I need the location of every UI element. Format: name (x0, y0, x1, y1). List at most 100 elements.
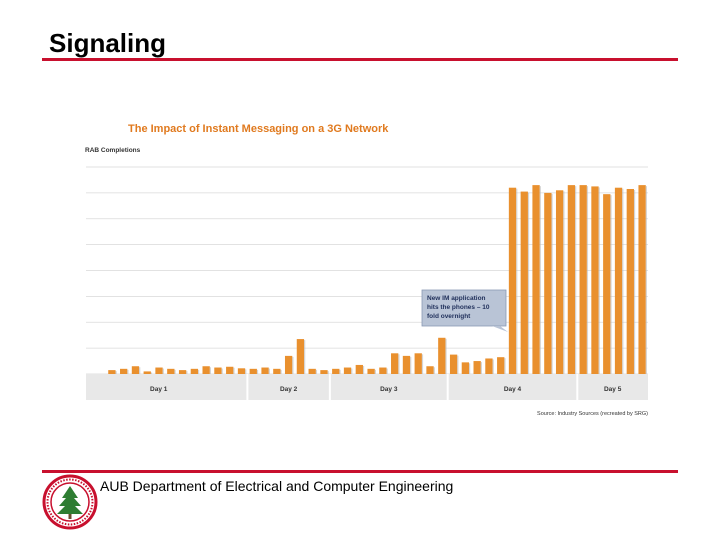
bar-shadow (268, 368, 270, 374)
day-label: Day 4 (504, 386, 522, 393)
bar-shadow (339, 369, 341, 374)
bar-shadow (209, 367, 212, 374)
bar (308, 368, 316, 374)
day-label: Day 1 (150, 386, 168, 393)
bar (131, 366, 140, 374)
day-label: Day 5 (604, 386, 622, 393)
footer-divider (42, 470, 678, 473)
im-impact-chart: The Impact of Instant Messaging on a 3G … (85, 123, 648, 417)
bar-shadow (315, 369, 318, 374)
bar-shadow (421, 354, 424, 374)
day-axis-band (86, 374, 648, 400)
y-axis-label: RAB Completions (85, 147, 141, 154)
bar (449, 354, 458, 374)
bar (190, 368, 199, 374)
gridlines (86, 166, 648, 375)
bar-shadow (198, 369, 200, 374)
bar (226, 366, 234, 374)
day-label: Day 3 (380, 386, 398, 393)
aub-logo-icon (42, 474, 98, 530)
bar (508, 187, 517, 374)
bar-shadow (598, 187, 600, 374)
bar-shadow (563, 191, 565, 374)
bar-shadow (516, 188, 518, 374)
bar (638, 185, 646, 374)
source-note: Source: Industry Sources (recreated by S… (537, 411, 648, 417)
bar (214, 367, 222, 374)
axis-band (86, 374, 648, 400)
bar (544, 192, 552, 374)
bar-shadow (304, 340, 306, 374)
bar-shadow (139, 367, 141, 374)
bar-shadow (610, 195, 612, 374)
bar-shadow (150, 372, 153, 374)
bar (367, 368, 375, 374)
title-divider (42, 58, 678, 61)
bar (355, 364, 363, 374)
bar (143, 371, 151, 374)
bar (379, 367, 387, 374)
bar-shadow (480, 362, 483, 374)
bar (249, 368, 257, 374)
bar-shadow (221, 368, 223, 374)
bar-shadow (586, 186, 589, 374)
bar (108, 370, 116, 374)
bar (626, 188, 634, 374)
bar (426, 366, 434, 374)
bar-shadow (127, 369, 129, 374)
bar-shadow (186, 371, 188, 374)
bar-shadow (398, 354, 400, 374)
annotation-callout: New IM application hits the phones – 10 fo… (421, 289, 508, 332)
bar (614, 187, 623, 374)
bar (603, 194, 611, 374)
bar (178, 370, 187, 374)
bar-shadow (633, 189, 636, 374)
callout-pointer (492, 326, 508, 332)
chart-title: The Impact of Instant Messaging on a 3G … (128, 123, 389, 135)
bar-shadow (527, 192, 530, 374)
bar (567, 185, 576, 374)
bar (438, 337, 446, 374)
bar-shadow (115, 371, 117, 374)
bar (497, 357, 505, 374)
bar-shadow (492, 359, 494, 374)
bar-shadow (457, 355, 459, 374)
bar (261, 367, 269, 374)
callout-text-line: hits the phones – 10 (427, 304, 490, 311)
slide-title: Signaling (49, 28, 166, 58)
bar (202, 366, 210, 374)
bar-shadow (280, 369, 282, 374)
bar-shadow (645, 186, 647, 374)
day-labels: Day 1 Day 2 Day 3 Day 4 Day 5 (150, 386, 622, 393)
bar (461, 362, 470, 374)
bar-shadow (327, 371, 329, 374)
bar-shadow (445, 338, 447, 374)
bar (520, 191, 528, 374)
bar (284, 355, 293, 374)
bar (320, 370, 328, 374)
bar-shadow (551, 193, 553, 374)
callout-text-line: New IM application (427, 295, 486, 302)
bar (167, 368, 175, 374)
bar (579, 185, 587, 374)
bar (120, 368, 128, 374)
bar-shadow (386, 368, 388, 374)
bar-shadow (362, 365, 365, 374)
bar (155, 367, 163, 374)
bar-shadow (233, 367, 235, 374)
bar (473, 361, 481, 374)
bar (273, 368, 281, 374)
callout-text-line: fold overnight (427, 313, 471, 320)
bar (555, 190, 564, 374)
bar (532, 185, 540, 374)
bar (343, 367, 352, 374)
day-label: Day 2 (280, 386, 298, 393)
bar (485, 358, 493, 374)
bar-shadow (162, 368, 164, 374)
bar (332, 368, 340, 374)
bar-shadow (539, 186, 541, 374)
bar-shadow (256, 369, 259, 374)
bar-shadow (622, 188, 624, 374)
bar (591, 186, 599, 374)
bar (391, 353, 399, 374)
